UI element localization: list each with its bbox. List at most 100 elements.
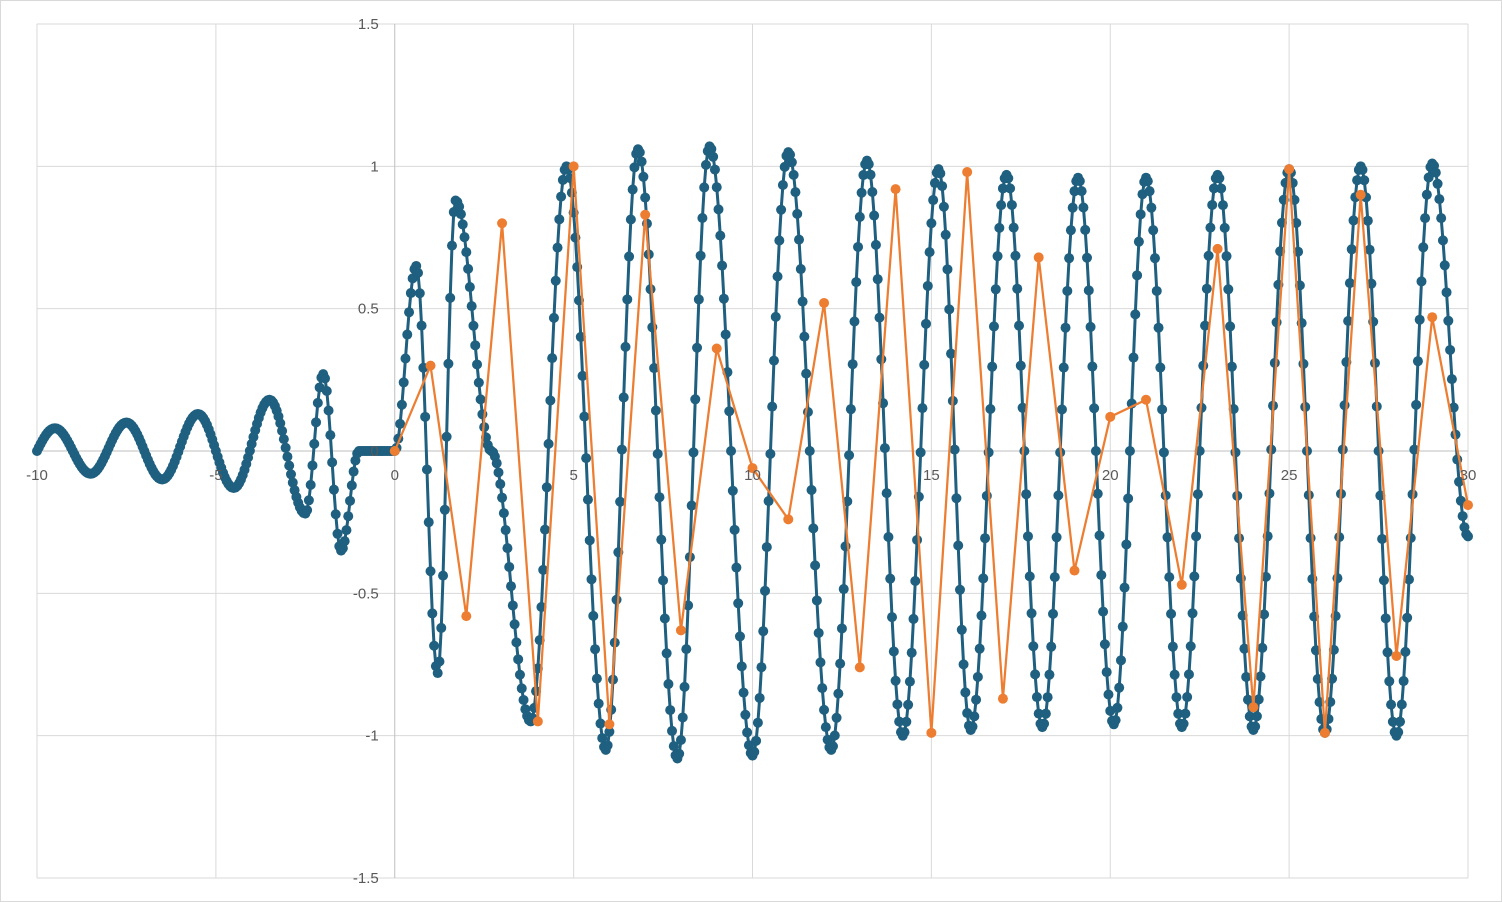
dense-series-marker: [879, 443, 890, 454]
dense-series-marker: [1124, 446, 1135, 456]
sampled-series-marker: [962, 167, 973, 178]
dense-series-marker: [1269, 357, 1280, 368]
dense-series-marker: [720, 329, 731, 340]
dense-series-marker: [908, 613, 919, 624]
dense-series-marker: [491, 458, 502, 469]
dense-series-marker: [996, 200, 1007, 211]
dense-series-marker: [1031, 692, 1042, 703]
sampled-series-marker: [389, 446, 400, 456]
dense-series-marker: [675, 734, 686, 745]
dense-series-marker: [887, 612, 898, 623]
dense-series-marker: [881, 488, 892, 499]
dense-series-marker: [516, 683, 527, 694]
dense-series-marker: [468, 320, 479, 331]
dense-series-marker: [625, 214, 636, 225]
dense-series-marker: [330, 509, 341, 520]
dense-series-marker: [863, 159, 874, 170]
dense-series-marker: [731, 562, 742, 573]
dense-series-marker: [443, 358, 454, 369]
dense-series-marker: [1382, 647, 1393, 658]
dense-series-marker: [325, 430, 336, 441]
x-tick-label: 10: [744, 467, 761, 484]
dense-series-marker: [421, 464, 432, 475]
dense-series-marker: [1364, 244, 1375, 255]
dense-series-marker: [1173, 708, 1184, 719]
dense-series-marker: [688, 447, 699, 458]
dense-series-marker: [654, 492, 665, 503]
dense-series-marker: [282, 451, 293, 462]
dense-series-marker: [1076, 186, 1087, 197]
dense-series-marker: [284, 460, 295, 471]
dense-series-marker: [1402, 612, 1413, 623]
dense-series-marker: [774, 235, 785, 246]
dense-series-marker: [944, 304, 955, 315]
dense-series-marker: [994, 222, 1005, 233]
dense-series-marker: [838, 584, 849, 595]
sampled-series-marker: [1069, 565, 1080, 576]
dense-series-marker: [498, 508, 509, 519]
dense-series-marker: [1395, 716, 1406, 727]
dense-series-marker: [591, 673, 602, 684]
dense-series-marker: [817, 683, 828, 694]
dense-series-marker: [679, 681, 690, 692]
dense-series-marker: [472, 359, 483, 370]
dense-series-marker: [729, 524, 740, 535]
dense-series-marker: [1377, 533, 1388, 544]
dense-series-marker: [1080, 224, 1091, 235]
dense-series-marker: [500, 525, 511, 536]
dense-series-marker: [602, 740, 613, 751]
dense-series-marker: [1223, 284, 1234, 295]
dense-series-marker: [870, 239, 881, 250]
dense-series-marker: [1158, 447, 1169, 458]
dense-series-marker: [1092, 488, 1103, 499]
y-tick-label: -1.5: [353, 870, 379, 887]
dense-series-marker: [1157, 404, 1168, 415]
dense-series-marker: [1411, 399, 1422, 410]
dense-series-marker: [847, 359, 858, 370]
dense-series-marker: [777, 179, 788, 190]
dense-series-marker: [756, 662, 767, 673]
dense-series-marker: [1112, 702, 1123, 713]
dense-series-marker: [858, 170, 869, 181]
dense-series-marker: [1386, 699, 1397, 710]
dense-series-marker: [1053, 490, 1064, 501]
sampled-series-marker: [854, 662, 865, 673]
dense-series-marker: [1187, 608, 1198, 619]
dense-series-marker: [1099, 639, 1110, 650]
dense-series-marker: [1049, 572, 1060, 583]
dense-series-marker: [463, 263, 474, 274]
dense-series-marker: [536, 602, 547, 613]
y-tick-label: 1.5: [358, 16, 379, 33]
dense-series-marker: [1257, 642, 1268, 653]
dense-series-marker: [319, 373, 330, 384]
dense-series-marker: [919, 359, 930, 370]
dense-series-marker: [761, 542, 772, 553]
sampled-series-marker: [997, 693, 1008, 704]
dense-series-marker: [1164, 572, 1175, 583]
dense-series-marker: [1454, 476, 1465, 487]
dense-series-marker: [693, 294, 704, 305]
sampled-series-marker: [425, 360, 436, 371]
dense-series-marker: [658, 575, 669, 586]
sampled-series-marker: [747, 463, 758, 474]
dense-series-marker: [792, 208, 803, 219]
dense-series-marker: [543, 438, 554, 449]
dense-series-marker: [980, 533, 991, 544]
sampled-series-marker: [497, 218, 508, 229]
dense-series-marker: [554, 214, 565, 225]
sampled-series-marker: [675, 625, 686, 636]
dense-series-marker: [1373, 446, 1384, 456]
sampled-series-marker: [1391, 650, 1402, 661]
dense-series-marker: [1409, 444, 1420, 455]
dense-series-marker: [894, 716, 905, 727]
dense-series-marker: [506, 581, 517, 592]
dense-series-marker: [1085, 321, 1096, 332]
dense-series-marker: [890, 675, 901, 686]
dense-series-marker: [867, 186, 878, 197]
dense-series-marker: [1457, 511, 1468, 522]
dense-series-marker: [1380, 613, 1391, 624]
dense-series-marker: [475, 394, 486, 405]
dense-series-marker: [1003, 173, 1014, 184]
dense-series-marker: [808, 523, 819, 534]
